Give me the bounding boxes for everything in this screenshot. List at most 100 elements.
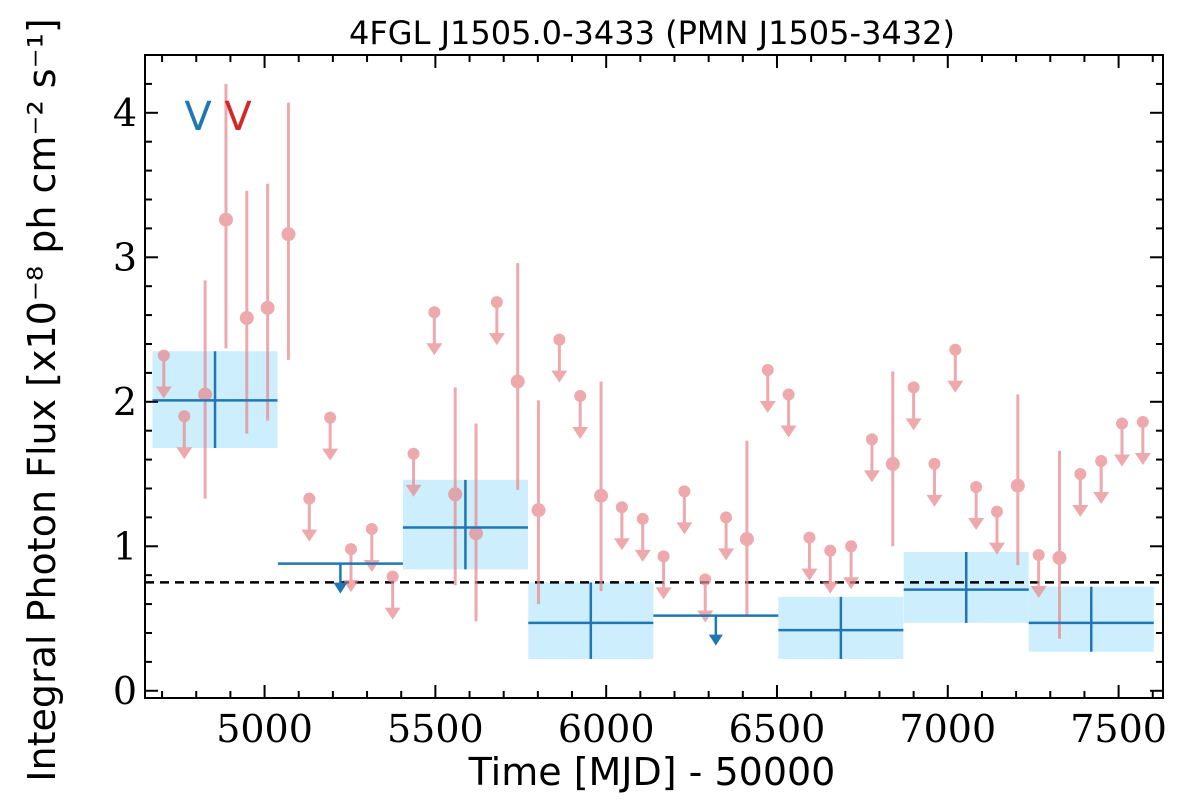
y-tick-label: 1 [113, 524, 137, 568]
short-bin-point [739, 532, 754, 547]
short-bin-point [260, 300, 275, 315]
short-bin-point [1095, 455, 1108, 468]
x-axis-label: Time [MJD] - 50000 [468, 750, 836, 794]
short-bin-upper-limit-arrow [988, 542, 1005, 555]
axis-ticks: 5000 5500 6000 6500 7000 7500 0 1 2 3 4 [113, 54, 1167, 751]
short-bin-point [239, 310, 254, 325]
short-bin-upper-limit-arrow [1114, 454, 1131, 467]
short-bin-point [218, 212, 233, 227]
short-bin-point [1136, 416, 1149, 429]
short-bin-upper-limit-arrow [905, 418, 922, 431]
short-bin-upper-limit-arrow [843, 577, 860, 590]
short-bin-point [469, 526, 484, 541]
short-bin-point [594, 488, 609, 503]
short-bin-point [970, 481, 983, 494]
short-bin-point [553, 333, 566, 346]
short-bin-point [657, 550, 670, 563]
short-bin-point [1032, 548, 1045, 561]
short-bin-upper-limit-arrow [655, 587, 672, 600]
short-bin-upper-limit-arrow [947, 380, 964, 393]
y-axis-label: Integral Photon Flux [x10⁻⁸ ph cm⁻² s⁻¹] [20, 18, 64, 781]
short-bin-upper-limit-arrow [968, 518, 985, 531]
short-bin-point [281, 227, 296, 242]
short-bin-point [178, 410, 191, 423]
plot-frame [144, 54, 1164, 699]
short-bin-point [845, 540, 858, 553]
short-bin-point [907, 381, 920, 394]
short-bin-point [157, 349, 170, 362]
short-bin-upper-limit-arrow [426, 343, 443, 356]
long-bin-upper-limit-arrow [333, 582, 348, 594]
short-bin-upper-limit-arrow [176, 447, 193, 460]
short-bin-upper-limit-arrow [822, 581, 839, 594]
short-bin-upper-limit-arrow [405, 484, 422, 497]
corner-mark-label: V [184, 94, 212, 140]
short-bin-point [448, 487, 463, 502]
short-bin-upper-limit-arrow [1072, 505, 1089, 518]
short-bin-upper-limit-arrow [759, 400, 776, 413]
corner-mark-label: V [224, 94, 252, 140]
short-bin-point [490, 296, 503, 309]
short-bin-point [990, 505, 1003, 518]
short-bin-point [678, 485, 691, 498]
short-bin-point [531, 503, 546, 518]
short-bin-point [865, 433, 878, 446]
x-tick-label: 5000 [216, 707, 313, 751]
x-tick-label: 6500 [729, 707, 826, 751]
plot-area [145, 83, 1163, 659]
x-tick-label: 6000 [558, 707, 655, 751]
short-bin-point [699, 573, 712, 586]
short-bin-upper-limit-arrow [676, 522, 693, 535]
y-tick-label: 0 [113, 669, 137, 713]
short-bin-point [1074, 468, 1087, 481]
chart-title: 4FGL J1505.0-3433 (PMN J1505-3432) [349, 14, 955, 52]
short-bin-point [1010, 478, 1025, 493]
short-bin-upper-limit-arrow [342, 580, 359, 593]
short-bin-upper-limit-arrow [572, 427, 589, 440]
short-bin-upper-limit-arrow [322, 448, 339, 461]
short-bin-point [615, 501, 628, 514]
short-bin-point [324, 411, 337, 424]
short-bin-upper-limit-arrow [718, 548, 735, 561]
short-bin-point [510, 374, 525, 389]
short-bin-point [386, 570, 399, 583]
short-bin-point [824, 544, 837, 557]
short-bin-point [1052, 550, 1067, 565]
short-bin-point [574, 390, 587, 403]
short-bin-upper-limit-arrow [384, 607, 401, 620]
short-bin-upper-limit-arrow [488, 333, 505, 346]
short-bin-upper-limit-arrow [801, 568, 818, 581]
short-bin-point [636, 512, 649, 525]
short-bin-point [720, 511, 733, 524]
short-bin-point [365, 522, 378, 535]
short-bin-upper-limit-arrow [1030, 585, 1047, 598]
short-bin-upper-limit-arrow [926, 494, 943, 507]
x-tick-label: 7000 [899, 707, 996, 751]
y-tick-label: 4 [113, 91, 137, 135]
short-bin-point [407, 447, 420, 460]
short-bin-point [198, 387, 213, 402]
short-bin-point [928, 457, 941, 470]
short-bin-point [303, 492, 316, 505]
short-bin-upper-limit-arrow [634, 549, 651, 562]
short-bin-point [761, 363, 774, 376]
short-bin-upper-limit-arrow [863, 470, 880, 483]
short-bin-point [803, 531, 816, 544]
y-tick-label: 3 [113, 235, 137, 279]
short-bin-upper-limit-arrow [155, 386, 172, 399]
short-bin-upper-limit-arrow [1134, 453, 1151, 466]
short-bin-upper-limit-arrow [363, 559, 380, 572]
short-bin-point [428, 306, 441, 319]
y-tick-label: 2 [113, 380, 137, 424]
short-bin-point [344, 543, 357, 556]
short-bin-series [155, 83, 1151, 639]
short-bin-point [782, 388, 795, 401]
x-tick-label: 5500 [387, 707, 484, 751]
short-bin-point [1116, 417, 1129, 430]
short-bin-upper-limit-arrow [613, 538, 630, 551]
short-bin-upper-limit-arrow [1093, 492, 1110, 505]
x-tick-label: 7500 [1070, 707, 1167, 751]
long-bin-upper-limit-arrow [708, 634, 723, 646]
short-bin-point [949, 343, 962, 356]
